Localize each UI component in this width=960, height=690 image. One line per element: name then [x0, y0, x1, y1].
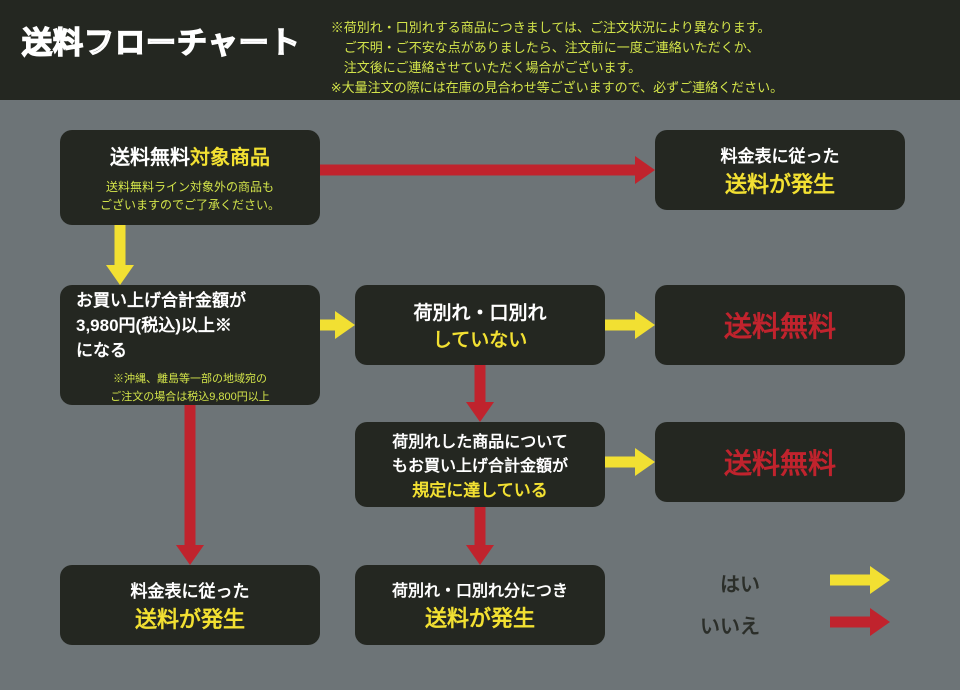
flow-node-n3: お買い上げ合計金額が 3,980円(税込)以上※ になる ※沖縄、離島等一部の地域宛の… — [60, 285, 320, 405]
node-text: 荷別れ・口別れ分につき — [392, 583, 568, 600]
page-title: 送料フローチャート — [22, 18, 301, 62]
node-text: 荷別れ・口別れ — [413, 303, 546, 324]
node-text: お買い上げ合計金額が — [76, 291, 246, 310]
flow-node-n5: 送料無料 — [655, 285, 905, 365]
node-text: 料金表に従った — [131, 582, 250, 601]
node-text: していない — [433, 330, 527, 351]
flow-node-n2: 料金表に従った送料が発生 — [655, 130, 905, 210]
node-text: ご注文の場合は税込9,800円以上 — [110, 391, 270, 403]
node-text: 送料無料 — [724, 311, 836, 342]
node-text: 荷別れした商品について — [392, 434, 568, 451]
flow-node-n8: 料金表に従った送料が発生 — [60, 565, 320, 645]
flow-node-n6: 荷別れした商品についてもお買い上げ合計金額が規定に達している — [355, 422, 605, 507]
node-text: 送料が発生 — [425, 606, 535, 631]
flow-node-n7: 送料無料 — [655, 422, 905, 502]
node-text: 送料無料 — [724, 448, 836, 479]
node-text: 送料が発生 — [135, 607, 245, 632]
legend-label-yes: はい — [700, 568, 760, 597]
node-text: 送料無料 — [110, 147, 190, 169]
flow-node-n9: 荷別れ・口別れ分につき送料が発生 — [355, 565, 605, 645]
flow-node-n4: 荷別れ・口別れしていない — [355, 285, 605, 365]
node-text: 送料無料ライン対象外の商品も — [106, 180, 274, 194]
node-text: もお買い上げ合計金額が — [392, 458, 568, 475]
header-notes: ※荷別れ・口別れする商品につきましては、ご注文状況により異なります。 ご不明・ご… — [331, 18, 783, 99]
node-text: 送料が発生 — [725, 172, 835, 197]
node-text: 料金表に従った — [721, 147, 840, 166]
node-text: 対象商品 — [190, 147, 270, 169]
legend-label-no: いいえ — [700, 610, 760, 639]
node-text: ※沖縄、離島等一部の地域宛の — [113, 373, 267, 385]
header-bar: 送料フローチャート ※荷別れ・口別れする商品につきましては、ご注文状況により異な… — [0, 0, 960, 121]
node-text: になる — [76, 341, 127, 360]
flow-node-n1: 送料無料対象商品送料無料ライン対象外の商品もございますのでご了承ください。 — [60, 130, 320, 225]
node-text: 規定に達している — [412, 481, 548, 500]
node-text: ございますのでご了承ください。 — [100, 198, 280, 212]
flowchart-canvas: 送料フローチャート ※荷別れ・口別れする商品につきましては、ご注文状況により異な… — [0, 0, 960, 690]
node-text: 3,980円(税込)以上※ — [76, 316, 232, 335]
